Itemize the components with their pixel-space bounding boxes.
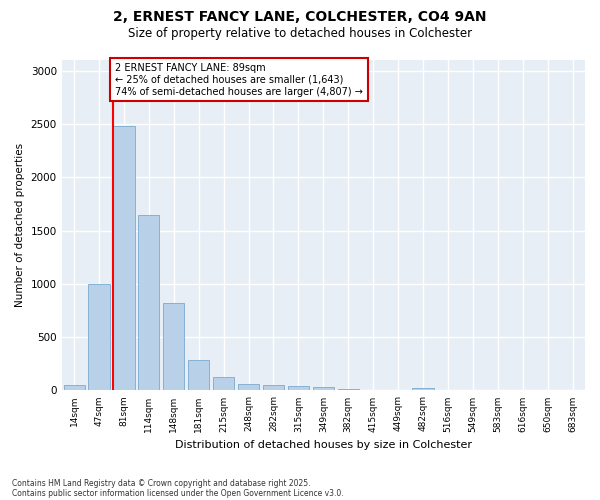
Text: Contains public sector information licensed under the Open Government Licence v3: Contains public sector information licen… [12, 488, 344, 498]
Bar [288, 386, 309, 390]
Bar [238, 384, 259, 390]
X-axis label: Distribution of detached houses by size in Colchester: Distribution of detached houses by size … [175, 440, 472, 450]
Bar [188, 360, 209, 390]
Bar [138, 214, 160, 390]
Text: Contains HM Land Registry data © Crown copyright and database right 2025.: Contains HM Land Registry data © Crown c… [12, 478, 311, 488]
Bar [313, 387, 334, 390]
Bar [338, 389, 359, 390]
Bar [113, 126, 134, 390]
Bar [64, 385, 85, 390]
Bar [163, 303, 184, 390]
Bar [88, 284, 110, 391]
Text: 2 ERNEST FANCY LANE: 89sqm
← 25% of detached houses are smaller (1,643)
74% of s: 2 ERNEST FANCY LANE: 89sqm ← 25% of deta… [115, 64, 363, 96]
Bar [412, 388, 434, 390]
Bar [213, 376, 234, 390]
Text: Size of property relative to detached houses in Colchester: Size of property relative to detached ho… [128, 28, 472, 40]
Bar [263, 384, 284, 390]
Text: 2, ERNEST FANCY LANE, COLCHESTER, CO4 9AN: 2, ERNEST FANCY LANE, COLCHESTER, CO4 9A… [113, 10, 487, 24]
Y-axis label: Number of detached properties: Number of detached properties [15, 143, 25, 308]
